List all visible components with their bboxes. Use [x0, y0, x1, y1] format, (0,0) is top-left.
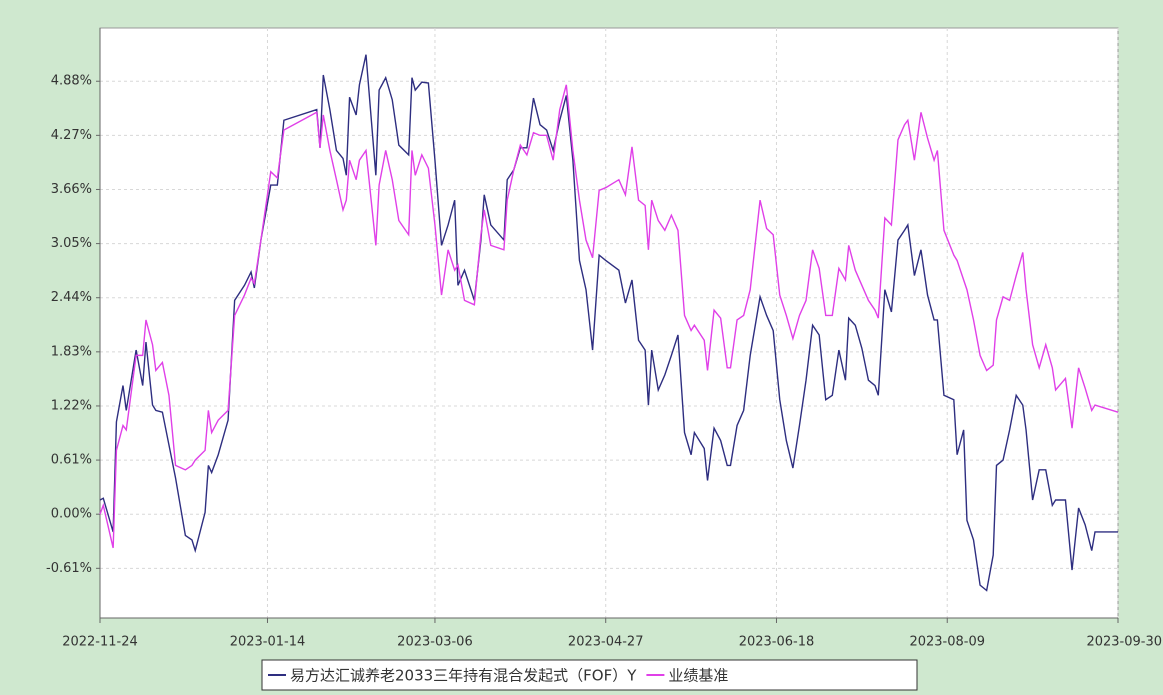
- y-tick-label: 1.83%: [51, 344, 92, 359]
- y-tick-label: 0.61%: [51, 453, 92, 468]
- x-tick-label: 2022-11-24: [62, 635, 138, 650]
- y-tick-label: 4.88%: [51, 74, 92, 89]
- y-tick-label: 3.05%: [51, 236, 92, 251]
- x-tick-label: 2023-01-14: [230, 635, 306, 650]
- legend-label: 易方达汇诚养老2033三年持有混合发起式（FOF）Y: [290, 667, 637, 685]
- x-tick-label: 2023-06-18: [739, 635, 815, 650]
- x-tick-label: 2023-03-06: [397, 635, 473, 650]
- y-tick-label: -0.61%: [46, 561, 92, 576]
- y-tick-label: 3.66%: [51, 182, 92, 197]
- legend-box: [261, 659, 918, 691]
- y-tick-label: 2.44%: [51, 290, 92, 305]
- legend-label: 业绩基准: [668, 667, 728, 685]
- x-tick-label: 2023-09-30: [1086, 635, 1162, 650]
- y-tick-label: 1.22%: [51, 398, 92, 413]
- x-tick-label: 2023-08-09: [909, 635, 985, 650]
- x-tick-label: 2023-04-27: [568, 635, 644, 650]
- plot-area: [99, 27, 1119, 619]
- y-tick-label: 4.27%: [51, 128, 92, 143]
- y-tick-label: 0.00%: [51, 507, 92, 522]
- series-line: [99, 84, 1119, 549]
